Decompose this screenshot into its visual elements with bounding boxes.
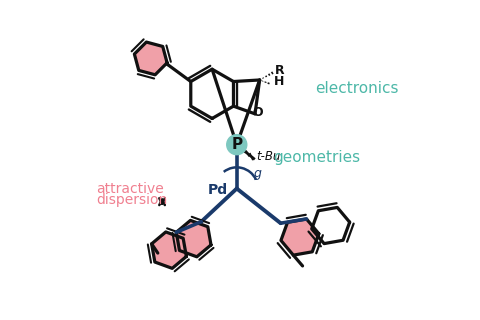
Text: H: H <box>274 75 284 88</box>
Text: Pd: Pd <box>207 183 228 197</box>
Polygon shape <box>281 219 319 255</box>
Text: geometries: geometries <box>273 150 360 165</box>
Text: P: P <box>231 137 242 152</box>
Circle shape <box>227 135 247 155</box>
Text: O: O <box>253 106 264 119</box>
Text: g: g <box>254 167 262 180</box>
Text: dispersion: dispersion <box>96 193 167 207</box>
Text: R: R <box>275 64 285 77</box>
Text: t-Bu: t-Bu <box>256 150 280 164</box>
Text: attractive: attractive <box>96 181 164 196</box>
Polygon shape <box>152 232 186 268</box>
Polygon shape <box>134 42 167 75</box>
Text: electronics: electronics <box>315 81 399 96</box>
Polygon shape <box>176 220 211 257</box>
